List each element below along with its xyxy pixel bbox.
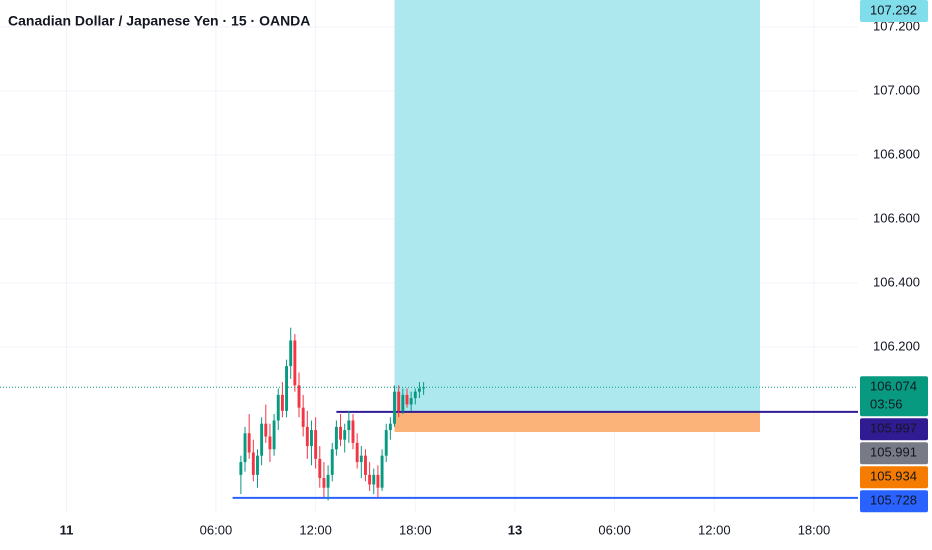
- plot-area: [0, 0, 858, 512]
- x-tick-label: 12:00: [299, 522, 332, 537]
- candle-body: [293, 340, 297, 386]
- y-tick-label: 107.000: [873, 82, 920, 97]
- candle-body: [364, 455, 367, 475]
- x-tick-label: 13: [508, 522, 522, 537]
- candle-body: [397, 391, 401, 411]
- candle-body: [405, 394, 409, 405]
- candle-body: [380, 455, 384, 488]
- candle-body: [322, 478, 326, 488]
- price-label: 105.728: [870, 493, 917, 508]
- candle-body: [326, 474, 330, 488]
- price-label-box: [860, 442, 928, 465]
- x-tick-label: 12:00: [698, 522, 731, 537]
- axes: 106.200 106.400 106.600 106.800 107.000 107.2…: [60, 0, 928, 537]
- candle-body: [289, 340, 293, 367]
- x-tick-label: 06:00: [200, 522, 233, 537]
- candle-body: [264, 423, 268, 437]
- candle-body: [318, 458, 322, 479]
- candle-body: [355, 442, 359, 463]
- candle-body: [343, 430, 347, 440]
- y-tick-label: 107.200: [873, 18, 920, 33]
- candle-body: [413, 391, 417, 399]
- price-label-box: [860, 490, 928, 513]
- x-tick-label: 18:00: [399, 522, 432, 537]
- candle-body: [305, 426, 309, 447]
- chart-title: Canadian Dollar / Japanese Yen · 15 · OA…: [8, 13, 310, 29]
- loss-zone: [394, 411, 760, 432]
- candle-body: [334, 426, 338, 450]
- candle-body: [256, 455, 259, 475]
- candle-body: [260, 423, 264, 456]
- candle-body: [285, 366, 289, 411]
- price-label: 106.074: [870, 379, 917, 394]
- candle-body: [301, 407, 305, 427]
- candle-body: [388, 423, 392, 431]
- candle-body: [272, 420, 276, 450]
- y-tick-label: 106.600: [873, 210, 920, 225]
- countdown: 03:56: [870, 397, 903, 412]
- candle-body: [422, 387, 426, 389]
- price-label-box: [860, 376, 928, 417]
- candle-body: [297, 385, 301, 408]
- y-tick-label: 106.400: [873, 274, 920, 289]
- price-label: 105.997: [870, 421, 917, 436]
- candle-body: [251, 452, 255, 475]
- price-label-box: [860, 418, 928, 441]
- candle-body: [247, 433, 251, 453]
- candle-body: [339, 426, 342, 440]
- candle-body: [347, 420, 351, 431]
- y-tick-label: 106.800: [873, 146, 920, 161]
- price-label: 107.292: [870, 2, 917, 17]
- candle-body: [351, 420, 355, 443]
- x-tick-label: 18:00: [798, 522, 831, 537]
- profit-zone: [394, 0, 760, 412]
- price-label-box: [860, 0, 928, 22]
- y-tick-label: 106.200: [873, 338, 920, 353]
- candle-body: [314, 430, 318, 459]
- price-label: 105.934: [870, 469, 917, 484]
- candle-body: [239, 462, 243, 475]
- candle-body: [393, 391, 396, 424]
- candle-body: [268, 436, 272, 450]
- candle-body: [376, 474, 380, 488]
- candle-body: [310, 430, 313, 447]
- candle-body: [330, 449, 334, 475]
- price-label-box: [860, 466, 928, 489]
- candle-body: [401, 394, 405, 411]
- candle-body: [417, 388, 421, 392]
- price-label: 105.991: [870, 445, 917, 460]
- candle-body: [368, 474, 372, 485]
- x-tick-label: 06:00: [598, 522, 631, 537]
- x-tick-label: 11: [60, 522, 74, 537]
- candle-body: [243, 433, 247, 463]
- candle-body: [409, 398, 413, 405]
- candle-body: [280, 394, 284, 411]
- candle-body: [372, 474, 376, 485]
- candle-body: [276, 394, 280, 421]
- candle-body: [384, 430, 388, 456]
- candle-body: [359, 455, 363, 463]
